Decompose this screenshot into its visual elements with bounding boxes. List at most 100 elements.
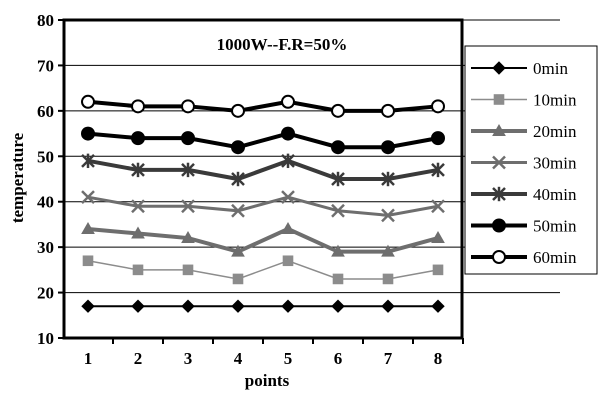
legend-item: 40min bbox=[471, 185, 577, 204]
marker-stroke bbox=[231, 203, 245, 218]
data-point bbox=[281, 190, 295, 205]
data-point bbox=[182, 264, 194, 276]
data-point bbox=[82, 255, 94, 267]
data-point bbox=[131, 99, 145, 114]
data-point bbox=[81, 94, 95, 109]
data-point bbox=[381, 299, 395, 313]
data-point bbox=[492, 186, 506, 202]
data-point bbox=[431, 131, 445, 146]
legend-item: 50min bbox=[471, 217, 577, 236]
series-40min bbox=[81, 153, 445, 187]
legend-label: 50min bbox=[533, 217, 577, 236]
data-point bbox=[431, 299, 445, 313]
y-tick-label: 80 bbox=[37, 11, 54, 30]
legend: 0min 10min 20min 30min 40min 50min 60min bbox=[464, 45, 598, 275]
legend-item: 30min bbox=[471, 154, 577, 173]
legend-label: 30min bbox=[533, 154, 577, 173]
marker-stroke bbox=[131, 199, 145, 214]
x-tick-label: 5 bbox=[284, 349, 293, 368]
data-point bbox=[131, 162, 145, 178]
data-point bbox=[381, 140, 395, 155]
data-point bbox=[331, 140, 345, 155]
axes: 10 20 30 40 50 60 70 80 1 2 3 4 5 6 7 8 bbox=[37, 11, 464, 368]
data-point bbox=[232, 273, 244, 285]
series-line bbox=[87, 259, 439, 280]
marker-stroke bbox=[431, 199, 445, 214]
data-point bbox=[231, 140, 245, 155]
data-point bbox=[81, 126, 95, 141]
y-axis-title: temperature bbox=[8, 132, 27, 223]
marker-stroke bbox=[331, 203, 345, 218]
x-axis-title: points bbox=[245, 371, 290, 390]
data-point bbox=[131, 131, 145, 146]
series-50min bbox=[81, 126, 445, 155]
legend-item: 10min bbox=[471, 91, 577, 110]
data-point bbox=[492, 250, 506, 264]
y-tick-label: 60 bbox=[37, 102, 54, 121]
data-point bbox=[181, 199, 195, 214]
data-point bbox=[181, 99, 195, 114]
legend-label: 40min bbox=[533, 185, 577, 204]
legend-label: 20min bbox=[533, 122, 577, 141]
data-point bbox=[281, 299, 295, 313]
data-point bbox=[231, 203, 245, 218]
data-point bbox=[81, 221, 95, 234]
data-point bbox=[381, 244, 395, 257]
y-tick-label: 70 bbox=[37, 56, 54, 75]
data-point bbox=[431, 199, 445, 214]
data-point bbox=[81, 299, 95, 313]
legend-label: 10min bbox=[533, 91, 577, 110]
data-point bbox=[492, 218, 506, 233]
data-point bbox=[381, 103, 395, 118]
y-tick-label: 20 bbox=[37, 284, 54, 303]
data-point bbox=[331, 299, 345, 313]
series-lines bbox=[81, 94, 445, 313]
legend-label: 0min bbox=[533, 59, 568, 78]
y-tick-label: 50 bbox=[37, 147, 54, 166]
y-tick-label: 40 bbox=[37, 193, 54, 212]
data-point bbox=[492, 61, 506, 75]
data-point bbox=[493, 94, 505, 105]
legend-box bbox=[464, 45, 598, 275]
series-10min bbox=[82, 255, 444, 285]
data-point bbox=[81, 153, 95, 169]
data-point bbox=[181, 299, 195, 313]
data-point bbox=[331, 203, 345, 218]
marker-stroke bbox=[492, 155, 506, 170]
data-point bbox=[282, 255, 294, 267]
data-point bbox=[432, 264, 444, 276]
data-point bbox=[181, 131, 195, 146]
data-point bbox=[281, 153, 295, 169]
legend-item: 0min bbox=[471, 59, 568, 78]
data-point bbox=[381, 208, 395, 223]
x-tick-label: 7 bbox=[384, 349, 393, 368]
x-tick-label: 4 bbox=[234, 349, 243, 368]
series-line bbox=[87, 158, 439, 182]
y-tick-label: 30 bbox=[37, 238, 54, 257]
data-point bbox=[331, 244, 345, 257]
data-point bbox=[382, 273, 394, 285]
data-point bbox=[332, 273, 344, 285]
data-point bbox=[131, 226, 145, 239]
x-tick-label: 6 bbox=[334, 349, 343, 368]
chart-title: 1000W--F.R=50% bbox=[217, 35, 348, 54]
data-point bbox=[331, 171, 345, 187]
data-point bbox=[431, 99, 445, 114]
data-point bbox=[231, 171, 245, 187]
data-point bbox=[281, 221, 295, 234]
series-line bbox=[87, 195, 439, 217]
data-point bbox=[381, 171, 395, 187]
data-point bbox=[492, 155, 506, 170]
plot-frame bbox=[62, 18, 464, 340]
x-tick-label: 8 bbox=[434, 349, 443, 368]
data-point bbox=[81, 190, 95, 205]
data-point bbox=[492, 123, 506, 136]
data-point bbox=[231, 299, 245, 313]
data-point bbox=[231, 244, 245, 257]
data-point bbox=[431, 162, 445, 178]
series-line bbox=[87, 99, 439, 113]
data-point bbox=[181, 162, 195, 178]
marker-stroke bbox=[281, 190, 295, 205]
x-tick-label: 2 bbox=[134, 349, 143, 368]
